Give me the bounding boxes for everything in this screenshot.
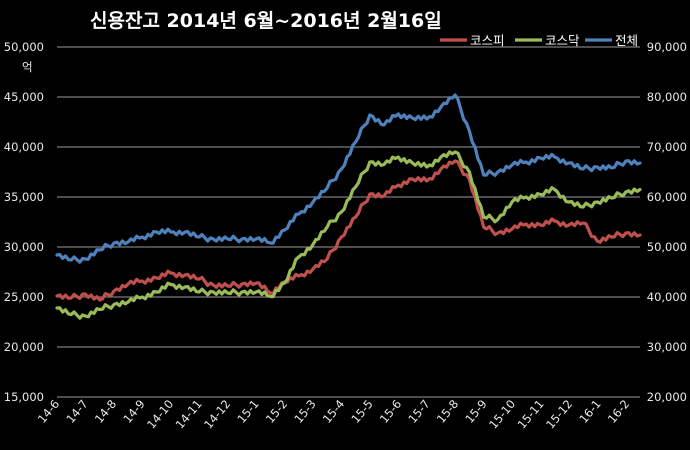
x-tick-label: 16-1 (576, 397, 604, 426)
y-right-tick-label: 20,000 (647, 390, 687, 404)
x-tick-label: 15-1 (234, 397, 262, 426)
y-left-unit: 억 (22, 60, 33, 74)
y-right-tick-label: 90,000 (647, 40, 687, 54)
x-tick-label: 15-5 (348, 397, 376, 426)
y-right-tick-label: 80,000 (647, 90, 687, 104)
legend-label: 전체 (615, 33, 638, 48)
y-right-tick-label: 50,000 (647, 240, 687, 254)
y-axis-left-ticks: 50,000 45,000 40,000 35,000 30,000 25,000 20,0… (4, 40, 44, 404)
x-tick-label: 15-2 (263, 397, 291, 426)
y-left-tick-label: 50,000 (4, 40, 44, 54)
y-right-tick-label: 70,000 (647, 140, 687, 154)
y-left-tick-label: 30,000 (4, 240, 44, 254)
gridlines (57, 46, 640, 398)
x-tick-label: 15-4 (320, 397, 348, 426)
chart-title: 신용잔고 2014년 6월~2016년 2월16일 (90, 10, 442, 32)
y-left-tick-label: 25,000 (4, 290, 44, 304)
legend-label: 코스닥 (545, 33, 580, 48)
x-tick-label: 15-7 (405, 397, 433, 426)
y-axis-right-ticks: 90,000 80,000 70,000 60,000 50,000 40,000 30,0… (647, 40, 687, 404)
x-tick-label: 16-2 (605, 397, 633, 426)
series-line-right-1 (55, 150, 642, 320)
y-left-tick-label: 20,000 (4, 340, 44, 354)
series-line-left-2 (55, 93, 642, 264)
y-right-tick-label: 30,000 (647, 340, 687, 354)
legend-label: 코스피 (470, 33, 505, 48)
series-line-left-0 (55, 159, 642, 302)
x-tick-label: 14-10 (144, 397, 176, 432)
x-tick-label: 15-10 (486, 397, 518, 432)
x-tick-label: 15-12 (543, 397, 575, 432)
y-left-tick-label: 35,000 (4, 190, 44, 204)
x-tick-label: 15-6 (377, 397, 405, 426)
x-tick-label: 14-8 (92, 397, 120, 426)
x-tick-label: 15-8 (434, 397, 462, 426)
x-tick-label: 15-11 (515, 397, 547, 432)
y-left-tick-label: 15,000 (4, 390, 44, 404)
y-right-tick-label: 40,000 (647, 290, 687, 304)
x-tick-label: 14-12 (201, 397, 233, 432)
x-tick-label: 14-11 (173, 397, 205, 432)
series-lines (55, 93, 642, 320)
legend: 코스피 코스닥 전체 (440, 33, 638, 48)
x-tick-label: 15-3 (291, 397, 319, 426)
x-tick-label: 14-7 (63, 397, 91, 426)
y-right-tick-label: 60,000 (647, 190, 687, 204)
y-left-tick-label: 40,000 (4, 140, 44, 154)
y-left-tick-label: 45,000 (4, 90, 44, 104)
